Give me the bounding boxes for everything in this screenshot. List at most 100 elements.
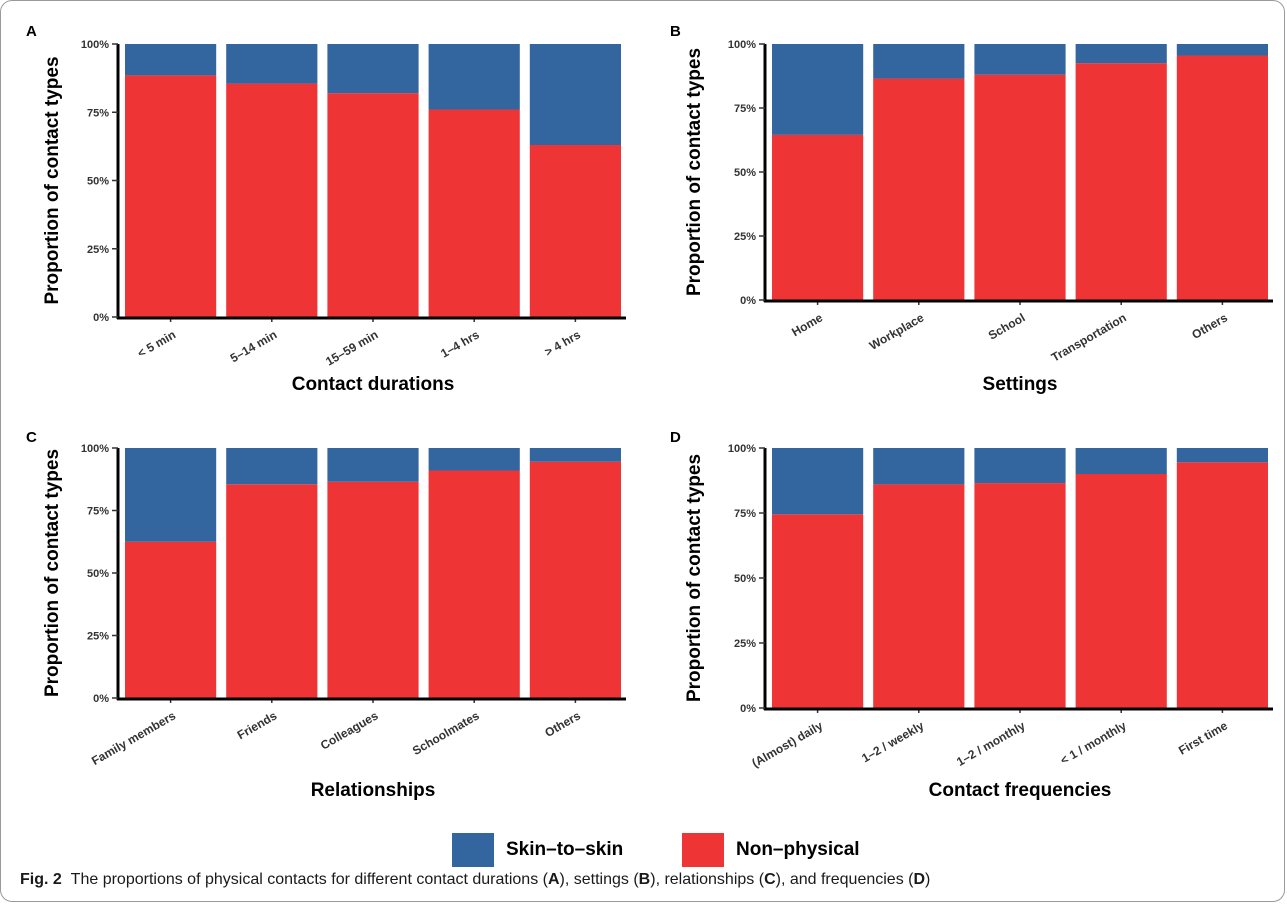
bar-nonphysical-a-4 xyxy=(529,145,621,317)
bar-nonphysical-a-3 xyxy=(428,109,520,318)
legend-label-skin: Skin–to–skin xyxy=(506,839,624,860)
y-axis-label-c: Proportion of contact types xyxy=(42,449,63,697)
x-tick-label-a-0: < 5 min xyxy=(135,327,178,360)
bar-nonphysical-c-4 xyxy=(529,461,621,698)
bar-skin-a-0 xyxy=(125,44,217,76)
panel-d: (Almost) daily 1–2 / weekly 1–2 / monthly <… xyxy=(670,429,1273,801)
y-tick-label-c-0: 0% xyxy=(93,693,109,705)
bar-skin-b-3 xyxy=(1075,44,1167,64)
bar-skin-c-3 xyxy=(428,448,520,471)
legend-swatch-skin xyxy=(452,833,494,867)
x-tick-label-d-4: First time xyxy=(1176,718,1230,757)
bar-skin-d-1 xyxy=(873,448,965,485)
bar-nonphysical-c-0 xyxy=(125,541,217,698)
bar-skin-b-1 xyxy=(873,44,965,79)
x-tick-label-b-0: Home xyxy=(789,310,825,339)
bar-skin-c-1 xyxy=(226,448,318,485)
panel-c: Family members Friends Colleagues Schoolmat… xyxy=(26,429,626,801)
x-tick-label-d-0: (Almost) daily xyxy=(749,718,825,770)
y-tick-label-d-3: 75% xyxy=(734,508,756,520)
y-tick-label-b-0: 0% xyxy=(740,295,756,307)
y-axis-label-a: Proportion of contact types xyxy=(42,56,63,304)
bar-nonphysical-d-4 xyxy=(1176,462,1268,708)
y-tick-label-c-2: 50% xyxy=(87,568,109,580)
caption-text-post: ) xyxy=(925,871,931,888)
y-tick-label-b-1: 25% xyxy=(734,231,756,243)
bar-skin-d-0 xyxy=(772,448,864,515)
x-tick-label-b-1: Workplace xyxy=(867,310,927,353)
x-tick-label-a-3: 1–4 hrs xyxy=(438,327,482,360)
caption-ref-d: D xyxy=(913,871,926,888)
bar-skin-c-4 xyxy=(529,448,621,462)
bar-skin-d-2 xyxy=(974,448,1066,484)
x-tick-label-a-4: > 4 hrs xyxy=(542,327,583,359)
y-tick-label-c-3: 75% xyxy=(87,506,109,518)
y-tick-label-a-2: 50% xyxy=(87,176,109,188)
x-tick-label-a-2: 15–59 min xyxy=(323,327,380,368)
x-axis-label-a: Contact durations xyxy=(292,374,455,395)
y-tick-label-b-3: 75% xyxy=(734,103,756,115)
bar-nonphysical-b-0 xyxy=(772,134,864,300)
bar-skin-c-0 xyxy=(125,448,217,542)
bar-nonphysical-b-1 xyxy=(873,78,965,300)
bar-nonphysical-b-4 xyxy=(1176,55,1268,300)
legend-swatch-nonphysical xyxy=(682,833,724,867)
bar-nonphysical-a-2 xyxy=(327,93,419,317)
legend: Skin–to–skin Non–physical xyxy=(0,833,1287,873)
panel-letter-d: D xyxy=(670,429,681,446)
bar-nonphysical-a-0 xyxy=(125,75,217,318)
caption-text-pre: The proportions of physical contacts for… xyxy=(70,871,548,888)
x-axis-label-c: Relationships xyxy=(311,780,436,801)
bar-nonphysical-b-2 xyxy=(974,74,1066,300)
legend-label-nonphysical: Non–physical xyxy=(736,839,860,860)
y-tick-label-c-4: 100% xyxy=(81,443,109,455)
bar-nonphysical-c-1 xyxy=(226,484,318,698)
bar-skin-a-2 xyxy=(327,44,419,94)
legend-item-skin: Skin–to–skin xyxy=(452,833,623,867)
bar-nonphysical-d-2 xyxy=(974,483,1066,708)
bar-skin-d-3 xyxy=(1075,448,1167,474)
bar-nonphysical-c-3 xyxy=(428,470,520,698)
x-tick-label-c-3: Schoolmates xyxy=(410,708,482,758)
y-axis-label-d: Proportion of contact types xyxy=(684,454,705,702)
x-tick-label-d-2: 1–2 / monthly xyxy=(954,718,1028,769)
bar-skin-a-4 xyxy=(529,44,621,146)
panel-letter-a: A xyxy=(26,23,37,40)
caption-ref-c: C xyxy=(764,871,776,888)
x-tick-label-b-2: School xyxy=(986,310,1028,342)
caption-ref-b: B xyxy=(638,871,651,888)
bar-nonphysical-d-0 xyxy=(772,514,864,708)
bar-nonphysical-d-3 xyxy=(1075,474,1167,708)
bar-skin-d-4 xyxy=(1176,448,1268,463)
x-tick-label-d-3: < 1 / monthly xyxy=(1058,718,1129,767)
bar-skin-b-0 xyxy=(772,44,864,135)
x-axis-label-b: Settings xyxy=(983,374,1058,395)
charts-canvas: < 5 min 5–14 min 15–59 min 1–4 hrs > 4 hrs 0%… xyxy=(26,23,1273,801)
x-tick-label-c-0: Family members xyxy=(89,708,178,768)
bar-nonphysical-a-1 xyxy=(226,83,318,318)
x-tick-label-b-3: Transportation xyxy=(1049,310,1129,364)
x-tick-label-a-1: 5–14 min xyxy=(228,327,279,365)
bar-skin-a-3 xyxy=(428,44,520,110)
bar-nonphysical-c-2 xyxy=(327,481,419,698)
y-tick-label-d-2: 50% xyxy=(734,573,756,585)
y-tick-label-d-0: 0% xyxy=(740,703,756,715)
panel-letter-b: B xyxy=(670,23,681,40)
x-tick-label-b-4: Others xyxy=(1189,310,1230,342)
x-tick-label-c-1: Friends xyxy=(235,708,280,742)
y-tick-label-b-4: 100% xyxy=(728,39,756,51)
bar-nonphysical-d-1 xyxy=(873,484,965,708)
panel-a: < 5 min 5–14 min 15–59 min 1–4 hrs > 4 hrs 0%… xyxy=(26,23,626,395)
y-tick-label-c-1: 25% xyxy=(87,631,109,643)
caption-fig-label: Fig. 2 xyxy=(20,871,62,888)
bar-skin-c-2 xyxy=(327,448,419,482)
caption-text-mid3: ), and frequencies ( xyxy=(775,871,914,888)
y-tick-label-d-1: 25% xyxy=(734,638,756,650)
caption-ref-a: A xyxy=(547,871,560,888)
caption-text-mid1: ), settings ( xyxy=(559,871,639,888)
panel-letter-c: C xyxy=(26,429,37,446)
x-tick-label-d-1: 1–2 / weekly xyxy=(859,718,926,765)
y-tick-label-a-1: 25% xyxy=(87,244,109,256)
x-axis-label-d: Contact frequencies xyxy=(929,780,1112,801)
x-tick-label-c-4: Others xyxy=(542,708,583,740)
